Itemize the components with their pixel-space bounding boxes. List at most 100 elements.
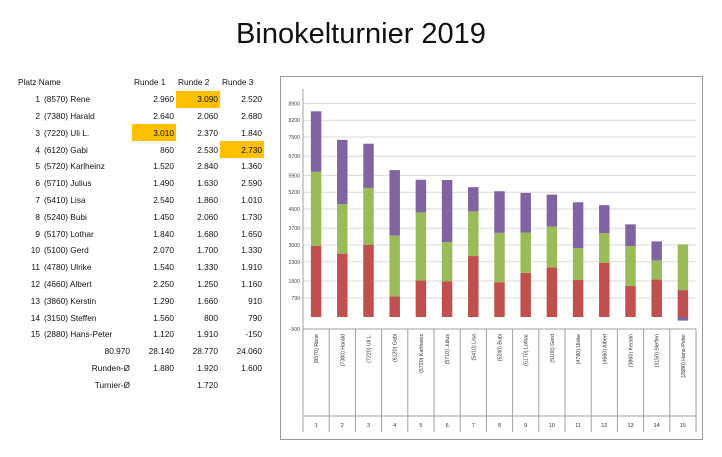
bar-segment-round-3 <box>546 194 558 227</box>
rank-cell: 2 <box>35 110 40 121</box>
rank-cell: 4 <box>35 144 40 155</box>
x-tick-label: 8 <box>498 423 501 429</box>
bar-segment-round-3 <box>468 187 479 212</box>
runde-2-cell: 1.630 <box>197 178 218 189</box>
runde-1-cell: 2.540 <box>153 194 174 205</box>
runde-3-cell: 910 <box>248 295 262 306</box>
bar-segment-round-2 <box>520 232 531 273</box>
bar-segment-round-1 <box>677 290 689 317</box>
rank-cell: 5 <box>35 161 40 172</box>
y-tick-label: 5200 <box>288 190 300 196</box>
runde-2-cell: 1.860 <box>197 194 218 205</box>
runde-1-cell: 1.520 <box>153 161 174 172</box>
x-category-label: (2880) Hans-Peter <box>681 334 687 378</box>
x-category-label: (3150) Steffen <box>655 334 661 368</box>
bar-segment-round-2 <box>337 204 348 254</box>
round-average-r1: 1.880 <box>153 362 174 373</box>
runde-1-cell: 2.640 <box>153 110 174 121</box>
bar-segment-round-2 <box>625 246 636 287</box>
y-tick-label: 2300 <box>288 260 300 266</box>
y-tick-label: 6700 <box>288 154 300 160</box>
runde-2-cell: 800 <box>204 312 218 323</box>
x-category-label: (5100) Gerd <box>550 334 556 363</box>
x-tick-label: 7 <box>472 423 475 429</box>
runde-3-cell: 2.520 <box>241 94 262 105</box>
bar-segment-round-3 <box>677 317 689 321</box>
rank-cell: 14 <box>30 312 40 323</box>
table-row: 9 (5170) Lothar 1.840 1.680 1.650 <box>16 225 264 242</box>
bar-segment-round-2 <box>310 171 322 246</box>
runde-3-cell: 2.680 <box>241 110 262 121</box>
bar-segment-round-1 <box>572 280 584 317</box>
x-tick-label: 10 <box>549 423 555 429</box>
runde-3-cell: 790 <box>248 312 262 323</box>
bar-segment-round-3 <box>337 139 348 205</box>
runde-1-cell: 3.010 <box>132 124 176 142</box>
bar-segment-round-3 <box>389 170 400 236</box>
stacked-bar-chart: -500 790 1500 2300 3000 3700 4500 5200 5900 6700 7… <box>280 76 703 440</box>
player-name-cell: (3860) Kerstin <box>44 295 97 306</box>
x-category-label: (7220) Uli L. <box>367 334 373 363</box>
bar-segment-round-1 <box>494 282 505 317</box>
runde-3-cell: 1.010 <box>241 194 262 205</box>
x-tick-label: 4 <box>393 423 396 429</box>
runde-1-cell: 1.560 <box>153 312 174 323</box>
standings-table: Platz Name Runde 1 Runde 2 Runde 3 1 (857… <box>16 74 264 393</box>
bar-segment-round-3 <box>572 202 584 249</box>
round-average-r2: 1.920 <box>197 362 218 373</box>
y-tick-label: 790 <box>291 296 300 302</box>
grand-total: 80.970 <box>104 346 130 357</box>
x-category-label: (5170) Lothar <box>524 334 530 366</box>
bar-segment-round-1 <box>415 280 427 317</box>
bar-segment-round-3 <box>310 111 322 172</box>
round-average-label: Runden-Ø <box>91 362 130 373</box>
x-tick-label: 14 <box>654 423 660 429</box>
rank-cell: 12 <box>30 278 40 289</box>
player-name-cell: (5170) Lothar <box>44 228 94 239</box>
total-r1: 28.140 <box>148 346 174 357</box>
runde-2-cell: 1.250 <box>197 278 218 289</box>
x-category-label: (5410) Lisa <box>471 334 477 361</box>
bar-segment-round-1 <box>520 272 531 317</box>
totals-row: 80.970 28.140 28.770 24.060 <box>16 343 264 360</box>
runde-2-cell: 2.840 <box>197 161 218 172</box>
tournament-average-row: Turnier-Ø 1.720 <box>16 376 264 393</box>
x-category-label: (5720) Karlheinz <box>419 334 425 373</box>
table-row: 3 (7220) Uli L. 3.010 2.370 1.840 <box>16 124 264 142</box>
y-tick-label: 1500 <box>288 279 300 285</box>
bar-segment-round-3 <box>363 143 374 188</box>
player-name-cell: (6120) Gabi <box>44 144 88 155</box>
table-row: 5 (5720) Karlheinz 1.520 2.840 1.360 <box>16 158 264 175</box>
player-name-cell: (5100) Gerd <box>44 245 89 256</box>
runde-2-cell: 2.060 <box>197 110 218 121</box>
bar-segment-round-1 <box>389 296 400 317</box>
runde-2-cell: 1.330 <box>197 262 218 273</box>
table-row: 14 (3150) Steffen 1.560 800 790 <box>16 309 264 326</box>
runde-1-cell: 2.070 <box>153 245 174 256</box>
runde-2-cell: 1.700 <box>197 245 218 256</box>
runde-1-cell: 1.120 <box>153 329 174 340</box>
y-tick-label: 3000 <box>288 243 300 249</box>
table-header-row: Platz Name Runde 1 Runde 2 Runde 3 <box>16 74 264 91</box>
bar-segment-round-2 <box>599 233 610 263</box>
runde-3-cell: 2.590 <box>241 178 262 189</box>
y-tick-label: -500 <box>290 327 300 333</box>
rank-cell: 6 <box>35 178 40 189</box>
runde-3-cell: 1.840 <box>241 127 262 138</box>
x-category-label: (5240) Bubi <box>498 334 504 361</box>
rank-cell: 3 <box>35 127 40 138</box>
y-tick-label: 4500 <box>288 207 300 213</box>
y-tick-label: 8200 <box>288 118 300 124</box>
player-name-cell: (8570) Rene <box>44 94 91 105</box>
page-title: Binokelturnier 2019 <box>236 18 486 50</box>
bar-segment-round-2 <box>546 226 558 268</box>
bar-segment-round-3 <box>625 224 636 247</box>
bar-segment-round-2 <box>572 248 584 281</box>
y-tick-label: 3700 <box>288 226 300 232</box>
runde-3-cell: 1.330 <box>241 245 262 256</box>
total-r3: 24.060 <box>236 346 262 357</box>
bar-segment-round-1 <box>468 256 479 317</box>
runde-1-cell: 2.960 <box>153 94 174 105</box>
bar-segment-round-3 <box>520 192 531 233</box>
chart-svg: -500 790 1500 2300 3000 3700 4500 5200 5900 6700 7… <box>288 89 697 432</box>
